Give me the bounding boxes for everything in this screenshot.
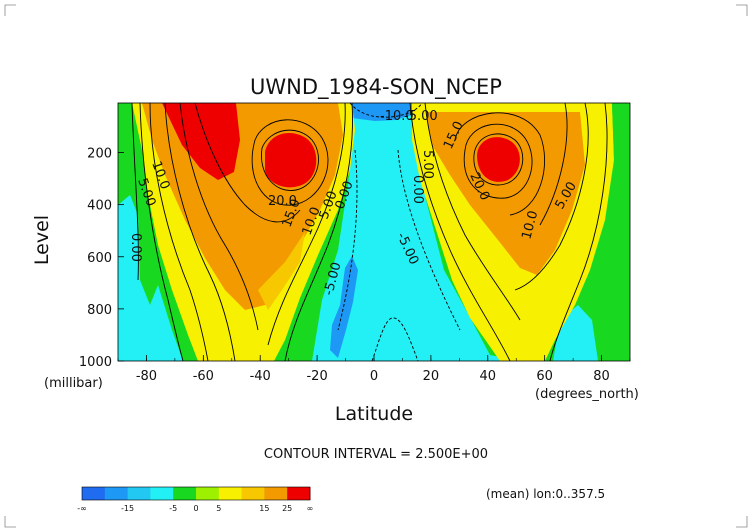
jet-core-north (477, 137, 520, 182)
band-negative-cyan (118, 195, 183, 361)
colorbar-swatch (264, 487, 288, 500)
colorbar-swatch (196, 487, 220, 500)
contour-label: -5.00 (404, 109, 438, 124)
jet-core-south-west (162, 103, 240, 180)
contour-label: -10.0 (380, 109, 414, 124)
y-tick-label: 1000 (79, 355, 112, 370)
x-axis-label: Latitude (335, 403, 413, 425)
x-tick-label: -40 (250, 369, 271, 384)
colorbar-labels: -∞ -15 -5 0 5 15 25 ∞ (77, 504, 313, 513)
colorbar-swatch (173, 487, 197, 500)
y-tick-label: 600 (87, 251, 112, 266)
band-15-25-north (426, 112, 585, 275)
x-axis-units: (degrees_north) (535, 387, 639, 402)
colorbar-label: -∞ (77, 504, 87, 513)
colorbar-label: -5 (169, 504, 177, 513)
colorbar-label: -15 (121, 504, 134, 513)
colorbar (81, 486, 311, 501)
y-tick-label: 200 (87, 147, 112, 162)
y-axis-units: (millibar) (44, 376, 103, 391)
colorbar-swatch (287, 487, 311, 500)
x-tick-label: 20 (423, 369, 440, 384)
colorbar-swatch (127, 487, 151, 500)
y-axis: 200 400 600 800 1000 (79, 147, 124, 370)
band-negative-cyan (312, 103, 520, 361)
colorbar-label: 0 (193, 504, 198, 513)
y-tick-label: 400 (87, 199, 112, 214)
band-20-south (258, 232, 305, 310)
colorbar-label: ∞ (307, 504, 314, 513)
x-axis: -80 -60 -40 -20 0 20 40 60 80 (117, 355, 631, 384)
colorbar-label: 15 (259, 504, 269, 513)
colorbar-label: 5 (216, 504, 221, 513)
x-tick-label: 80 (593, 369, 610, 384)
x-tick-label: -60 (193, 369, 214, 384)
colorbar-swatch (218, 487, 243, 500)
colorbar-frame (81, 486, 311, 501)
x-tick-label: -80 (136, 369, 157, 384)
contour-label: 0.00 (128, 233, 143, 262)
x-tick-label: 0 (370, 369, 378, 384)
jet-core-south (265, 132, 317, 188)
mean-lon-note: (mean) lon:0..357.5 (486, 487, 605, 501)
contour-label: 20.0 (268, 194, 297, 209)
band-negative-blue (330, 256, 358, 358)
colorbar-swatch (241, 487, 265, 500)
colorbar-swatch (104, 487, 129, 500)
y-tick-label: 800 (87, 303, 112, 318)
x-tick-label: 60 (536, 369, 553, 384)
contour-label: 0.00 (410, 175, 425, 204)
band-negative-blue (338, 103, 418, 121)
band-0-5-north-edge (598, 103, 630, 361)
crop-marks (4, 4, 748, 528)
x-tick-label: 40 (480, 369, 497, 384)
contour-label: 5.00 (420, 150, 435, 179)
contour-interval-text: CONTOUR INTERVAL = 2.500E+00 (264, 447, 488, 462)
colorbar-swatch (150, 487, 174, 500)
colorbar-label: 25 (282, 504, 292, 513)
contour-plot-area (118, 103, 630, 361)
x-tick-label: -20 (306, 369, 327, 384)
y-axis-label: Level (31, 215, 53, 265)
chart-title: UWND_1984-SON_NCEP (250, 75, 502, 100)
contour-label: 10.0 (519, 209, 541, 241)
colorbar-swatch (82, 487, 106, 500)
contour-lines (131, 103, 608, 361)
